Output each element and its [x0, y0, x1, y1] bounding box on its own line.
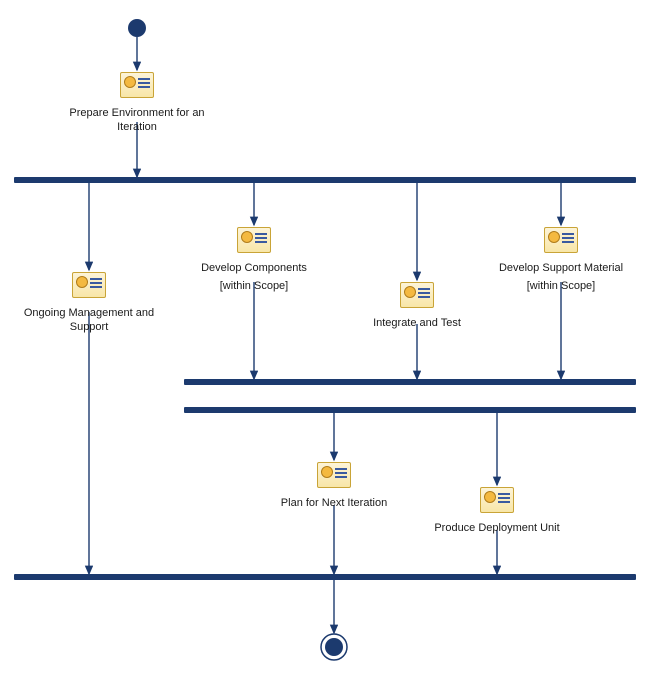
activity-icon	[480, 487, 514, 513]
activity-label: Develop Components	[169, 262, 339, 276]
sync-bar-bar4	[14, 574, 636, 580]
activity-produce[interactable]: Produce Deployment Unit	[412, 487, 582, 536]
sync-bar-bar2	[184, 379, 636, 385]
activity-icon	[400, 282, 434, 308]
activity-ongoing[interactable]: Ongoing Management and Support	[4, 272, 174, 334]
end-node	[325, 638, 343, 656]
activity-label: Ongoing Management and Support	[4, 307, 174, 335]
activity-label: Develop Support Material	[476, 262, 646, 276]
activity-icon	[237, 227, 271, 253]
activity-sublabel: [within Scope]	[169, 280, 339, 294]
activity-prepare[interactable]: Prepare Environment for an Iteration	[52, 72, 222, 134]
activity-icon	[72, 272, 106, 298]
activity-sublabel: [within Scope]	[476, 280, 646, 294]
activity-label: Plan for Next Iteration	[249, 497, 419, 511]
start-node	[128, 19, 146, 37]
activity-label: Produce Deployment Unit	[412, 522, 582, 536]
activity-plan[interactable]: Plan for Next Iteration	[249, 462, 419, 511]
activity-icon	[544, 227, 578, 253]
sync-bar-bar3	[184, 407, 636, 413]
activity-icon	[317, 462, 351, 488]
sync-bar-bar1	[14, 177, 636, 183]
activity-label: Prepare Environment for an Iteration	[52, 107, 222, 135]
activity-icon	[120, 72, 154, 98]
activity-develop_c[interactable]: Develop Components [within Scope]	[169, 227, 339, 293]
activity-develop_s[interactable]: Develop Support Material [within Scope]	[476, 227, 646, 293]
activity-label: Integrate and Test	[332, 317, 502, 331]
